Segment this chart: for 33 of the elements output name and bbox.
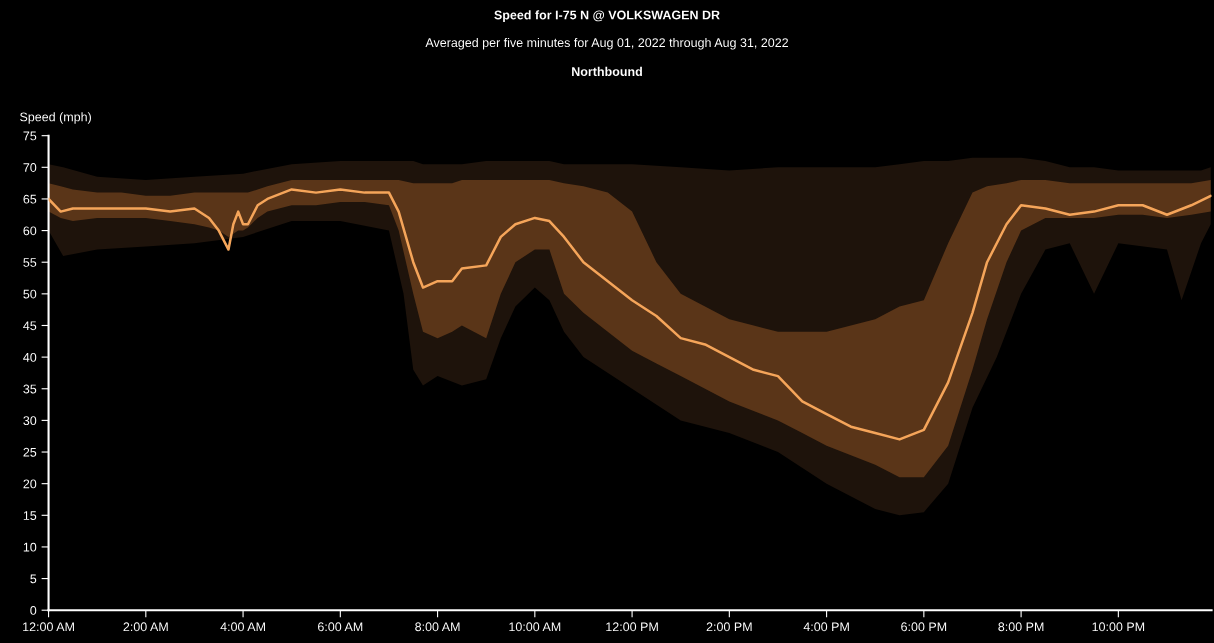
- y-tick-label: 75: [23, 131, 37, 141]
- y-tick-label: 45: [23, 321, 37, 331]
- x-tick-label: 10:00 AM: [509, 622, 561, 632]
- y-tick-label: 35: [23, 384, 37, 394]
- x-tick-label: 8:00 AM: [415, 622, 460, 632]
- y-tick-label: 30: [23, 416, 37, 426]
- x-tick-label: 4:00 PM: [803, 622, 849, 632]
- line-series: [48, 188, 1212, 441]
- x-tick-label: 10:00 PM: [1092, 622, 1145, 632]
- x-tick-label: 6:00 AM: [318, 622, 363, 632]
- x-tick-label: 4:00 AM: [220, 622, 265, 632]
- y-tick-label: 65: [23, 194, 37, 204]
- y-tick-label: 25: [23, 447, 37, 457]
- y-tick-label: 40: [23, 352, 37, 362]
- y-tick-label: 50: [23, 289, 37, 299]
- x-tick-label: 8:00 PM: [998, 622, 1044, 632]
- x-tick-label: 2:00 AM: [123, 622, 168, 632]
- y-axis-title: Speed (mph): [20, 112, 91, 124]
- x-tick-label: 12:00 PM: [606, 622, 658, 632]
- text: Northbound: [572, 66, 642, 77]
- y-tick-label: 5: [30, 574, 37, 584]
- x-tick-label: 2:00 PM: [706, 622, 752, 632]
- y-tick-label: 70: [23, 163, 37, 172]
- chart-title: Speed for I-75 N @ VOLKSWAGEN DR: [494, 10, 720, 22]
- chart-subtitle: Averaged per five minutes for Aug 01, 2022 through Aug 31, 2022: [425, 37, 789, 50]
- x-tick-label: 6:00 PM: [901, 622, 947, 632]
- y-tick-label: 15: [23, 511, 37, 520]
- y-tick-label: 10: [23, 542, 37, 552]
- y-tick-label: 55: [23, 258, 37, 267]
- y-tick-label: 20: [23, 479, 37, 489]
- x-tick-label: 12:00 AM: [23, 622, 74, 632]
- y-tick-label: 0: [30, 606, 37, 615]
- y-tick-label: 60: [23, 226, 37, 236]
